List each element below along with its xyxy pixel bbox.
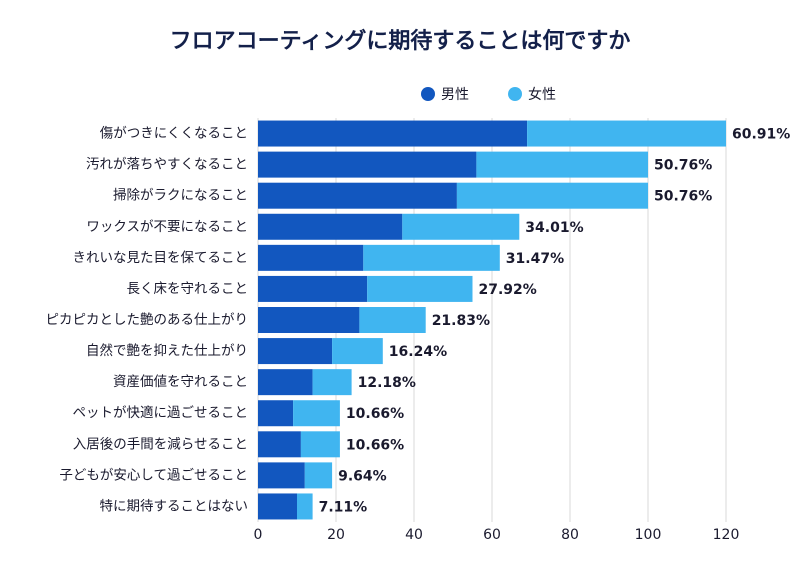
bar-segment xyxy=(367,275,473,302)
bar-segment xyxy=(258,275,368,302)
total-label: 27.92% xyxy=(479,282,537,298)
total-label: 34.01% xyxy=(525,220,583,236)
x-tick-label: 100 xyxy=(635,527,662,543)
y-tick-label: ワックスが不要になること xyxy=(86,219,248,235)
x-tick-label: 60 xyxy=(483,527,501,543)
total-label: 21.83% xyxy=(432,313,490,329)
y-tick-label: 傷がつきにくくなること xyxy=(100,126,248,142)
total-label: 9.64% xyxy=(338,468,387,484)
x-tick-label: 120 xyxy=(713,527,740,543)
chart-title: フロアコーティングに期待することは何ですか xyxy=(170,28,631,54)
total-label: 10.66% xyxy=(346,406,404,422)
bar-segment xyxy=(293,400,340,427)
bar-segment xyxy=(258,493,297,520)
total-label: 50.76% xyxy=(654,189,712,205)
bar-segment xyxy=(332,338,383,365)
bar-segment xyxy=(258,338,333,365)
y-tick-label: 汚れが落ちやすくなること xyxy=(86,157,248,173)
y-tick-label: 長く床を守れること xyxy=(127,281,249,297)
total-label: 16.24% xyxy=(389,344,447,360)
y-tick-label: 特に期待することはない xyxy=(100,498,249,514)
bar-segment xyxy=(258,400,294,427)
x-tick-label: 20 xyxy=(327,527,345,543)
bar-segment xyxy=(304,462,333,489)
y-tick-label: 入居後の手間を減らせること xyxy=(73,435,248,452)
bar-segment xyxy=(402,213,520,240)
bar-segment xyxy=(300,431,340,458)
legend-label: 女性 xyxy=(528,86,556,103)
y-tick-label: 掃除がラクになること xyxy=(113,187,248,204)
bar-segment xyxy=(258,307,360,333)
y-tick-label: 自然で艶を抑えた仕上がり xyxy=(86,342,248,359)
total-label: 7.11% xyxy=(319,499,368,515)
bar-segment xyxy=(312,369,352,396)
x-tick-label: 40 xyxy=(405,527,423,543)
total-label: 31.47% xyxy=(506,251,564,267)
y-tick-label: きれいな見た目を保てること xyxy=(73,250,249,266)
legend-label: 男性 xyxy=(441,87,469,103)
bar-segment xyxy=(297,493,313,520)
bar-segment xyxy=(258,182,457,209)
bar-segment xyxy=(363,244,500,271)
bar-segment xyxy=(456,182,648,209)
legend-swatch xyxy=(421,87,435,101)
bar-segment xyxy=(258,431,301,458)
total-label: 50.76% xyxy=(654,158,712,174)
total-label: 10.66% xyxy=(346,437,404,453)
bar-segment xyxy=(359,307,426,333)
bar-segment xyxy=(258,213,403,240)
y-tick-label: 子どもが安心して過ごせること xyxy=(59,467,248,483)
x-tick-label: 80 xyxy=(561,527,579,543)
y-tick-label: 資産価値を守れること xyxy=(113,374,248,390)
y-tick-label: ペットが快適に過ごせること xyxy=(73,404,249,421)
x-tick-label: 0 xyxy=(254,527,263,543)
y-tick-label: ピカピカとした艶のある仕上がり xyxy=(46,312,249,328)
bar-segment xyxy=(258,120,528,147)
bar-segment xyxy=(527,120,726,147)
bar-segment xyxy=(258,244,364,271)
legend-swatch xyxy=(508,87,522,101)
bar-segment xyxy=(258,151,477,178)
bar-segment xyxy=(476,151,648,178)
total-label: 12.18% xyxy=(358,375,416,391)
bar-segment xyxy=(258,462,305,489)
total-label: 60.91% xyxy=(732,127,790,143)
bar-segment xyxy=(258,369,313,396)
